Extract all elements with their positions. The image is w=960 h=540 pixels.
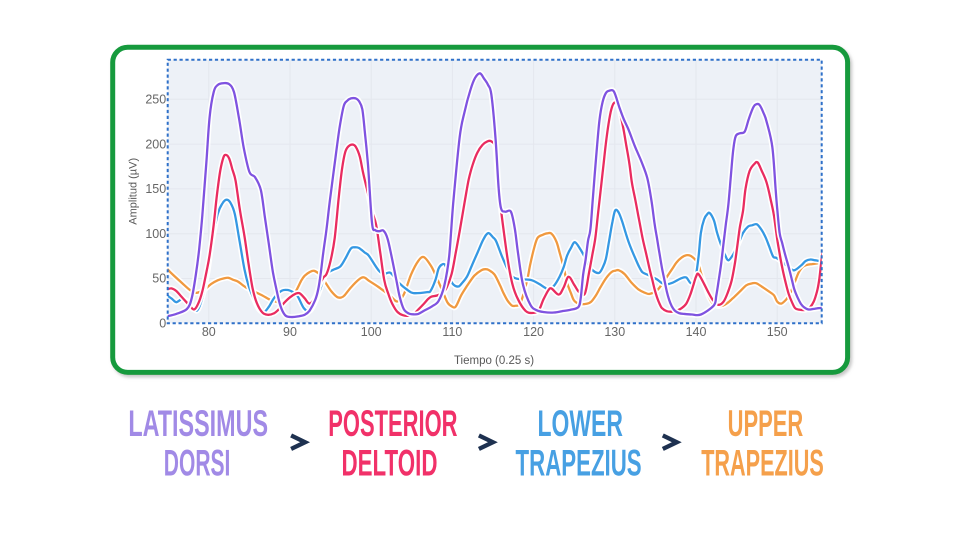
svg-text:100: 100 (145, 227, 166, 241)
svg-text:DELTOID: DELTOID (342, 442, 438, 484)
svg-text:200: 200 (145, 137, 166, 151)
svg-text:150: 150 (767, 325, 788, 339)
svg-text:Amplitud (µV): Amplitud (µV) (128, 158, 140, 225)
svg-text:140: 140 (686, 325, 707, 339)
svg-text:90: 90 (283, 325, 297, 339)
svg-text:UPPER: UPPER (728, 402, 804, 444)
svg-text:POSTERIOR: POSTERIOR (328, 402, 457, 444)
svg-text:0: 0 (159, 317, 166, 331)
svg-text:120: 120 (523, 325, 544, 339)
svg-text:LOWER: LOWER (538, 402, 623, 444)
svg-text:110: 110 (442, 325, 462, 339)
svg-text:50: 50 (152, 272, 166, 286)
svg-text:TRAPEZIUS: TRAPEZIUS (701, 442, 824, 484)
svg-text:DORSI: DORSI (164, 442, 231, 484)
svg-text:100: 100 (361, 325, 382, 339)
svg-text:80: 80 (202, 325, 216, 339)
svg-text:150: 150 (145, 182, 166, 196)
svg-text:130: 130 (604, 325, 625, 339)
svg-text:Tiempo (0.25 s): Tiempo (0.25 s) (454, 355, 534, 367)
svg-text:TRAPEZIUS: TRAPEZIUS (516, 442, 642, 484)
svg-text:LATISSIMUS: LATISSIMUS (128, 402, 268, 444)
svg-text:250: 250 (145, 93, 166, 107)
